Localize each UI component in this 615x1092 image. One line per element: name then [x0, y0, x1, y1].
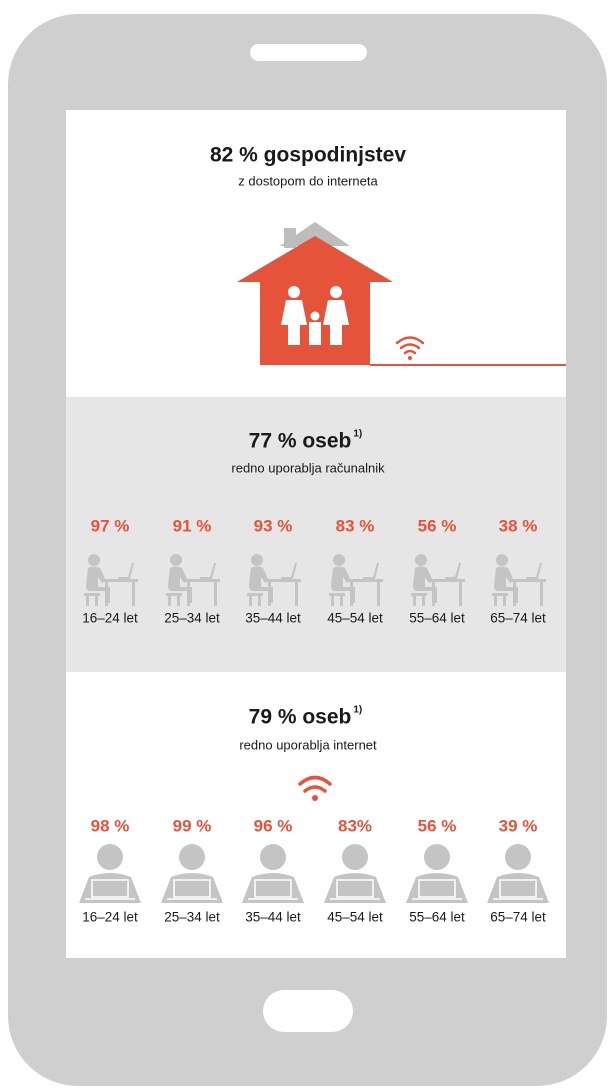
home-button[interactable] — [263, 990, 353, 1032]
value-label: 83% — [338, 816, 372, 835]
category-label: 25–34 let — [164, 910, 220, 925]
value-label: 38 % — [499, 516, 538, 535]
speaker — [250, 44, 367, 61]
value-label: 56 % — [418, 816, 457, 835]
value-label: 39 % — [499, 816, 538, 835]
category-label: 16–24 let — [82, 611, 138, 626]
value-label: 96 % — [254, 816, 293, 835]
value-label: 99 % — [173, 816, 212, 835]
category-label: 65–74 let — [490, 910, 546, 925]
category-label: 16–24 let — [82, 910, 138, 925]
category-label: 45–54 let — [327, 910, 383, 925]
value-label: 83 % — [336, 516, 375, 535]
category-label: 55–64 let — [409, 611, 465, 626]
title: 82 % gospodinjstev — [210, 144, 406, 167]
wifi-dot — [312, 795, 318, 801]
title-note: 1) — [353, 705, 362, 716]
value-label: 56 % — [418, 516, 457, 535]
phone-infographic: 82 % gospodinjstev z dostopom do interne… — [0, 0, 615, 1092]
category-label: 65–74 let — [490, 611, 546, 626]
category-label: 35–44 let — [245, 910, 301, 925]
value-label: 91 % — [173, 516, 212, 535]
subtitle: redno uporablja računalnik — [231, 460, 385, 475]
category-label: 45–54 let — [327, 611, 383, 626]
value-label: 97 % — [91, 516, 130, 535]
category-label: 55–64 let — [409, 910, 465, 925]
title-note: 1) — [353, 429, 362, 440]
value-label: 98 % — [91, 816, 130, 835]
category-label: 35–44 let — [245, 611, 301, 626]
value-label: 93 % — [254, 516, 293, 535]
subtitle: redno uporablja internet — [239, 737, 377, 752]
category-label: 25–34 let — [164, 611, 220, 626]
title: 79 % oseb — [249, 706, 352, 729]
title: 77 % oseb — [249, 430, 352, 453]
subtitle: z dostopom do interneta — [238, 173, 378, 188]
